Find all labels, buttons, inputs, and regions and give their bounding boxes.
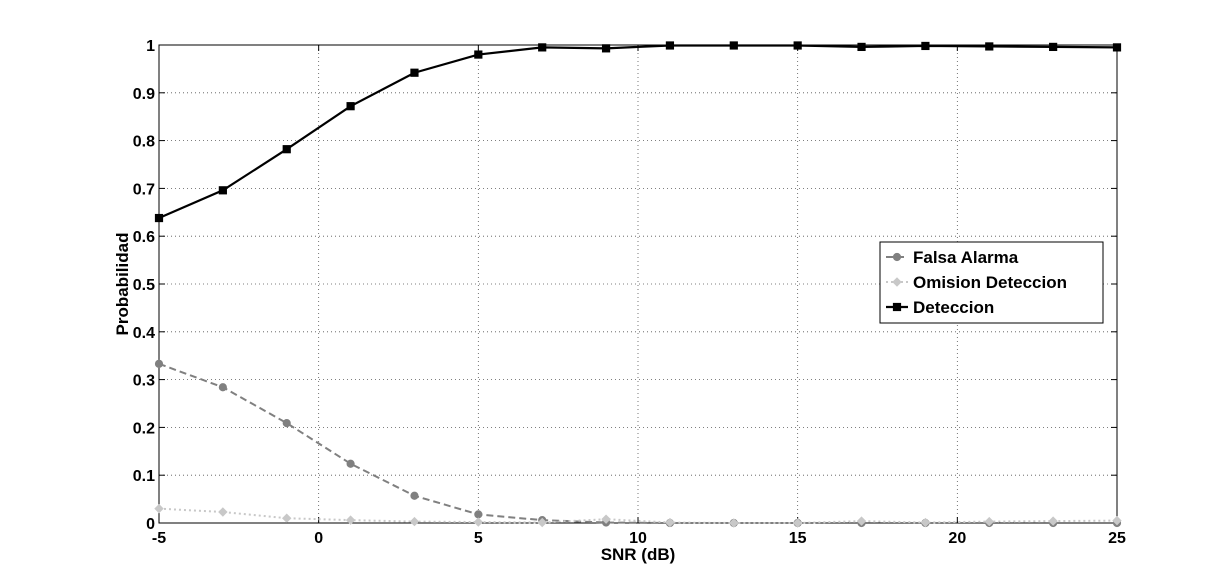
legend-box [879,241,1104,324]
data-point [601,44,611,53]
data-point [984,516,994,527]
x-tick-label: 15 [789,530,807,547]
x-tick-label: 0 [314,530,323,547]
legend-marker [892,302,902,312]
data-point [346,102,355,111]
data-point [474,510,483,519]
data-point [857,42,866,52]
data-point [985,42,994,51]
data-point [665,41,675,50]
data-point [729,518,739,528]
y-tick-label: 0 [146,516,155,533]
data-point [920,517,931,528]
data-point [921,41,930,51]
y-tick-label: 0.4 [133,325,155,342]
y-tick-label: 1 [146,38,155,55]
legend-item: Omision Deteccion [886,273,1067,292]
legend-item: Falsa Alarma [886,248,1019,267]
legend-marker [892,252,902,262]
series-line [158,44,1118,220]
y-tick-label: 0.6 [133,229,155,246]
y-tick-label: 0.3 [133,373,155,390]
legend-label: Deteccion [913,298,994,317]
data-point [154,359,164,368]
data-point [665,517,675,528]
x-tick-label: 5 [474,530,483,547]
data-point [410,68,419,77]
data-point [538,43,547,52]
data-point [1048,516,1058,526]
data-point [409,516,420,527]
y-tick-label: 0.9 [133,86,155,103]
legend-label: Falsa Alarma [913,248,1019,267]
y-tick-label: 0.7 [133,181,155,198]
data-point [601,514,611,524]
data-point [218,507,228,517]
legend-item: Deteccion [886,298,994,317]
x-tick-label: -5 [152,530,166,547]
y-tick-label: 0.1 [133,468,155,485]
data-point [792,518,803,528]
series-omision-deteccion [154,503,1122,528]
data-point [282,145,291,154]
x-tick-label: 10 [629,530,647,547]
data-point [473,517,484,527]
axis-ticks: -5 0 5 10 15 20 2500.10.20.30.40.50.60.70.80.9… [133,38,1126,547]
data-point [154,503,164,514]
data-point [1049,42,1058,52]
y-tick-label: 0.8 [133,134,155,151]
x-tick-label: 20 [948,530,966,547]
x-tick-label: 25 [1108,530,1126,547]
data-point [218,186,227,195]
legend-marker [892,277,902,287]
data-point [218,383,227,392]
y-tick-label: 0.5 [133,277,155,294]
data-point [282,418,291,428]
data-point [1112,515,1122,526]
data-point [793,41,802,50]
series-line [158,362,1117,524]
y-tick-label: 0.2 [133,420,155,437]
legend-label: Omision Deteccion [913,273,1067,292]
series-deteccion [154,41,1122,223]
data-point [154,213,164,223]
data-point [1112,43,1122,52]
data-point [856,516,867,526]
series-layer [154,41,1122,528]
data-point [346,459,355,468]
data-point [410,491,419,500]
legend: Falsa Alarma Omision Deteccion Deteccion [879,241,1104,324]
y-axis-label: Probabilidad [113,233,132,336]
data-point [282,513,292,523]
data-point [729,41,738,50]
data-point [537,517,547,528]
x-axis-label: SNR (dB) [601,545,676,564]
data-point [345,515,356,525]
series-line [158,507,1118,524]
data-point [474,50,483,59]
